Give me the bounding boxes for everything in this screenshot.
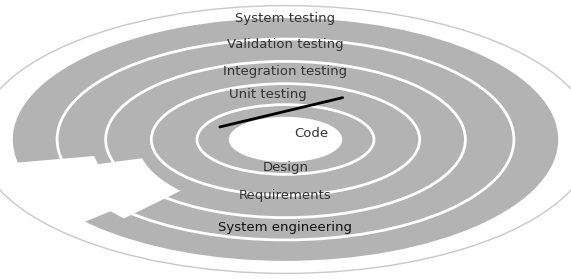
FancyBboxPatch shape [63, 126, 100, 153]
Ellipse shape [230, 118, 341, 161]
Wedge shape [65, 158, 180, 218]
Ellipse shape [197, 105, 374, 174]
Text: Design: Design [263, 161, 308, 174]
Ellipse shape [57, 39, 514, 240]
Ellipse shape [11, 17, 560, 262]
Wedge shape [5, 156, 137, 229]
Ellipse shape [106, 61, 465, 218]
Text: Integration testing: Integration testing [223, 65, 348, 78]
Ellipse shape [151, 84, 420, 195]
Text: Requirements: Requirements [239, 189, 332, 202]
Text: Validation testing: Validation testing [227, 38, 344, 51]
Text: System testing: System testing [235, 12, 336, 25]
Text: Code: Code [294, 128, 328, 140]
Text: System engineering: System engineering [219, 221, 352, 234]
Text: Unit testing: Unit testing [230, 88, 307, 101]
